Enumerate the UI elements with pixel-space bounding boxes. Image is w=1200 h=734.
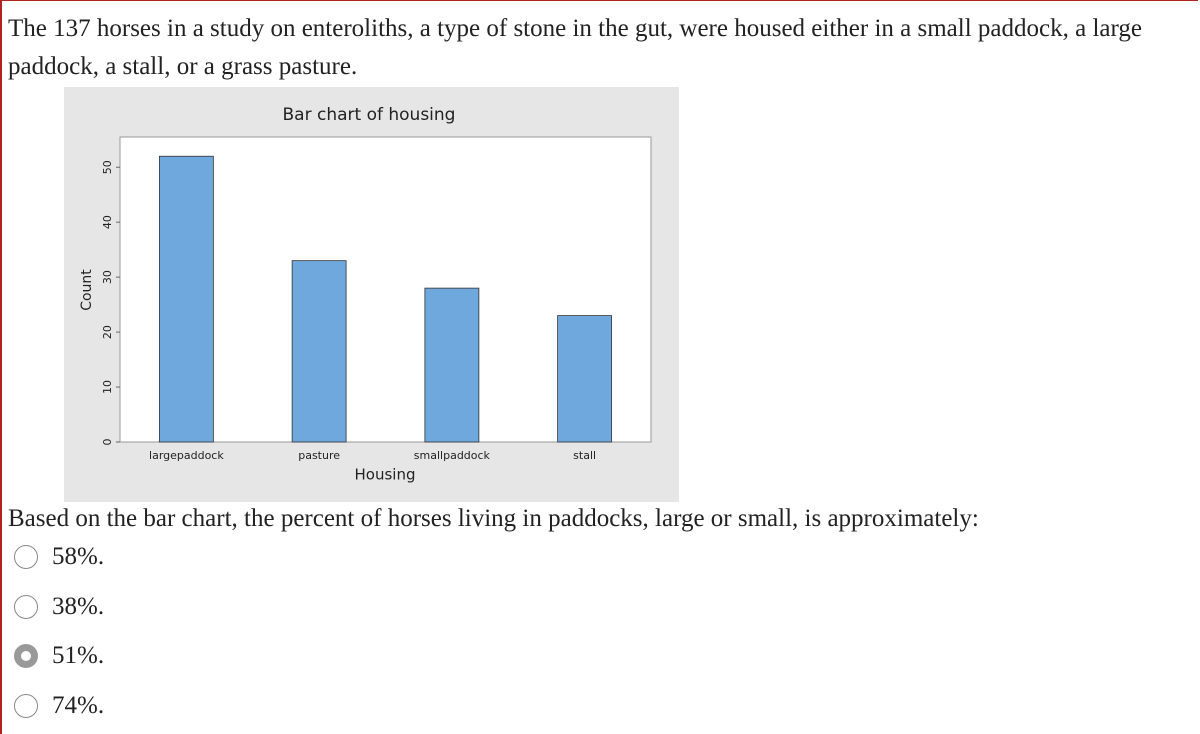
prompt-text: Based on the bar chart, the percent of h…	[8, 505, 979, 532]
bar	[424, 287, 480, 443]
option[interactable]: 58%.	[14, 542, 104, 572]
option-label: 74%.	[52, 691, 105, 719]
radio-button[interactable]	[14, 594, 38, 619]
radio-button[interactable]	[14, 644, 38, 668]
radio-button[interactable]	[14, 693, 38, 718]
chart-title: Bar chart of housing	[283, 105, 456, 125]
x-tick-label: largepaddock	[149, 449, 224, 462]
y-tick-label: 50	[101, 160, 114, 174]
y-tick-label: 10	[101, 380, 114, 394]
question-text: The 137 horses in a study on enteroliths…	[8, 15, 1142, 80]
option[interactable]: 38%.	[14, 592, 104, 622]
y-tick-label: 30	[101, 270, 114, 284]
option-label: 51%.	[52, 642, 105, 669]
option-label: 38%.	[52, 592, 105, 620]
x-tick-label: stall	[573, 449, 596, 462]
option[interactable]: 51%.	[14, 641, 104, 671]
x-tick-label: smallpaddock	[414, 449, 491, 462]
option[interactable]: 74%.	[14, 691, 104, 721]
bar	[158, 155, 214, 443]
y-tick-label: 20	[101, 325, 114, 339]
y-tick-label: 40	[101, 215, 114, 229]
option-label: 58%.	[52, 543, 105, 570]
y-axis-label: Count	[79, 269, 95, 311]
chart: Bar chart of housing Housing Count 0 10 20…	[64, 87, 679, 502]
x-tick-label: pasture	[298, 449, 340, 462]
x-axis-label: Housing	[355, 466, 416, 484]
bar	[291, 260, 347, 443]
radio-button[interactable]	[14, 545, 38, 569]
bar	[557, 315, 613, 443]
y-tick-label: 0	[101, 439, 114, 446]
